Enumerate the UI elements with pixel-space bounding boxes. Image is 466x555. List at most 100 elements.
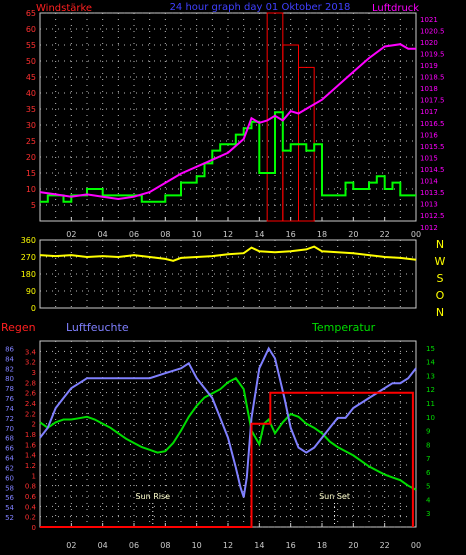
humidity-tick-label: 56 [5,494,14,502]
x-tick-label: 10 [192,230,202,239]
chart-title: 24 hour graph day 01 Oktober 2018 [170,2,351,13]
temperature-tick-label: 4 [426,496,431,504]
compass-label: S [437,272,444,285]
rain-tick-label: 1.4 [25,452,37,460]
temperature-tick-label: 7 [426,455,430,463]
temperature-axis-ticks: 3 4 5 6 7 8 9 10 11 12 13 14 15 [426,345,435,518]
x-tick-label: 14 [254,230,264,239]
rain-tick-label: 2.8 [25,379,36,387]
humidity-tick-label: 68 [5,435,14,443]
pressure-tick-label: 1018 [420,85,438,93]
wind-tick-label: 40 [26,89,36,98]
humidity-tick-label: 82 [5,365,14,373]
sun-marker-label: Sun Set [319,492,350,501]
pressure-axis-label: Luftdruck [372,3,419,14]
humidity-tick-label: 72 [5,415,14,423]
direction-tick-label: 0 [31,304,36,313]
temperature-tick-label: 10 [426,414,435,422]
x-tick-label: 02 [66,541,76,550]
wind-axis-label: Windstärke [36,3,92,14]
x-tick-label: 12 [223,541,233,550]
rain-line [40,391,414,528]
wind-tick-label: 25 [26,137,36,146]
pressure-tick-label: 1013 [420,201,438,209]
humidity-line [39,346,417,498]
x-tick-label: 08 [160,541,170,550]
humidity-tick-label: 62 [5,464,14,472]
temperature-tick-label: 15 [426,345,435,353]
pressure-tick-label: 1012.5 [420,212,445,220]
temperature-tick-label: 11 [426,400,435,408]
x-tick-label: 16 [286,541,296,550]
rain-tick-label: 3.2 [25,359,36,367]
wind-tick-label: 15 [26,169,36,178]
x-tick-label: 18 [317,541,327,550]
temperature-line [39,376,417,491]
rain-tick-label: 1.6 [25,441,37,449]
x-tick-label: 20 [348,541,358,550]
rain-tick-label: 0.6 [25,493,37,501]
rain-tick-label: 3.4 [25,348,37,356]
temperature-tick-label: 13 [426,372,435,380]
rain-tick-label: 2.4 [25,400,37,408]
x-tick-label: 00 [411,230,421,239]
pressure-tick-label: 1015.5 [420,143,445,151]
rain-axis-label: Regen [1,321,36,334]
x-tick-label: 18 [317,230,327,239]
direction-tick-label: 90 [26,287,36,296]
humidity-tick-label: 58 [5,484,14,492]
rain-tick-label: 2 [32,421,36,429]
rain-humidity-temperature-grid [40,341,416,528]
pressure-tick-label: 1021 [420,16,438,24]
compass-label: W [435,255,446,268]
x-tick-label: 14 [254,541,264,550]
humidity-tick-label: 76 [5,395,14,403]
rain-tick-label: 1 [32,472,36,480]
pressure-tick-label: 1017.5 [420,97,445,105]
pressure-tick-label: 1020 [420,39,438,47]
wind-tick-label: 45 [26,73,36,82]
compass-label: N [436,306,444,319]
wind-tick-label: 50 [26,57,36,66]
rain-tick-label: 0.2 [25,514,36,522]
rain-tick-label: 0.8 [25,483,36,491]
humidity-tick-label: 70 [5,425,14,433]
pressure-tick-label: 1018.5 [420,74,445,82]
rain-tick-label: 0 [32,524,36,532]
temperature-tick-label: 6 [426,469,431,477]
temperature-tick-label: 14 [426,359,435,367]
wind-tick-label: 5 [31,201,36,210]
rain-tick-label: 0.4 [25,503,37,511]
pressure-tick-label: 1015 [420,154,438,162]
wind-tick-label: 55 [26,41,36,50]
pressure-tick-label: 1016.5 [420,120,445,128]
direction-plot [39,239,417,309]
x-tick-label: 16 [286,230,296,239]
direction-tick-label: 180 [21,270,36,279]
wind-speed-line [40,111,416,203]
humidity-tick-label: 74 [5,405,14,413]
x-tick-label: 22 [380,541,390,550]
pressure-tick-label: 1012 [420,224,438,232]
temperature-tick-label: 12 [426,386,435,394]
wind-tick-label: 20 [26,153,36,162]
humidity-tick-label: 66 [5,445,14,453]
compass-label: N [436,238,444,251]
humidity-tick-label: 80 [5,375,14,383]
wind-tick-label: 60 [26,25,36,34]
humidity-tick-label: 84 [5,355,14,363]
rain-humidity-temperature-series [39,346,417,528]
x-tick-label: 06 [129,230,139,239]
humidity-tick-label: 64 [5,455,14,463]
pressure-tick-label: 1019 [420,62,438,70]
humidity-tick-label: 52 [5,514,14,522]
wind-tick-label: 30 [26,121,36,130]
pressure-tick-label: 1017 [420,108,438,116]
wind-x-axis-ticks: 02 04 06 08 10 12 14 16 18 20 22 00 [66,217,421,239]
x-tick-label: 02 [66,230,76,239]
humidity-tick-label: 54 [5,504,14,512]
wind-pressure-series [39,12,416,222]
